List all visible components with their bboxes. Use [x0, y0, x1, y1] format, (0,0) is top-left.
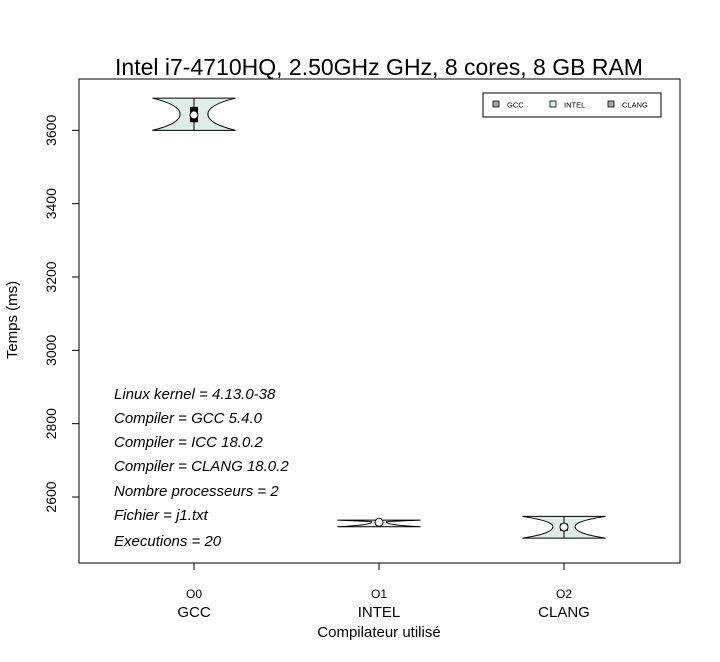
y-axis: 2600 2800 3000 3200 3400 3600 [43, 115, 79, 513]
violin-median [374, 517, 384, 527]
y-tick-label: 3400 [43, 188, 59, 219]
y-tick-label: 2600 [43, 481, 59, 512]
x-tick-label: O1 [371, 587, 387, 601]
violin-O1 [337, 517, 421, 528]
annotation-line: Nombre processeurs = 2 [114, 483, 279, 500]
legend-swatch [607, 100, 615, 108]
violin-median [189, 110, 199, 120]
violins [152, 97, 606, 539]
chart-title: Intel i7-4710HQ, 2.50GHz GHz, 8 cores, 8… [115, 54, 643, 80]
x-tick-label: O2 [556, 587, 572, 601]
x-axis: O0 GCC O1 INTEL O2 CLANG [177, 563, 590, 621]
annotation-line: Linux kernel = 4.13.0-38 [114, 386, 276, 403]
legend-entry: CLANG [607, 100, 648, 110]
y-axis-label: Temps (ms) [4, 281, 21, 359]
annotation-line: Compiler = ICC 18.0.2 [114, 434, 263, 451]
legend-label: GCC [507, 101, 524, 110]
annotation-line: Executions = 20 [114, 533, 222, 550]
annotation-line: Compiler = CLANG 18.0.2 [114, 458, 289, 475]
y-tick-label: 3000 [43, 335, 59, 366]
x-category-label: INTEL [358, 604, 401, 621]
legend-box [482, 92, 662, 118]
x-tick-label: O0 [186, 587, 202, 601]
y-tick-label: 2800 [43, 408, 59, 439]
x-axis-label: Compilateur utilisé [317, 624, 440, 641]
violin-O0 [152, 97, 236, 131]
legend-entry: GCC [492, 100, 524, 110]
y-tick-label: 3600 [43, 115, 59, 146]
legend-entry: INTEL [549, 100, 585, 110]
y-tick-label: 3200 [43, 261, 59, 292]
legend-label: INTEL [564, 101, 585, 110]
annotation-line: Fichier = j1.txt [114, 507, 209, 524]
legend-label: CLANG [622, 101, 648, 110]
legend-swatch [549, 100, 557, 108]
violin-O2 [522, 515, 606, 539]
legend-swatch [492, 100, 500, 108]
annotations: Linux kernel = 4.13.0-38 Compiler = GCC 5… [114, 386, 289, 550]
legend: GCC INTEL CLANG [482, 92, 662, 118]
annotation-line: Compiler = GCC 5.4.0 [114, 410, 263, 427]
violin-median [559, 522, 569, 532]
x-category-label: GCC [177, 604, 211, 621]
x-category-label: CLANG [538, 604, 590, 621]
